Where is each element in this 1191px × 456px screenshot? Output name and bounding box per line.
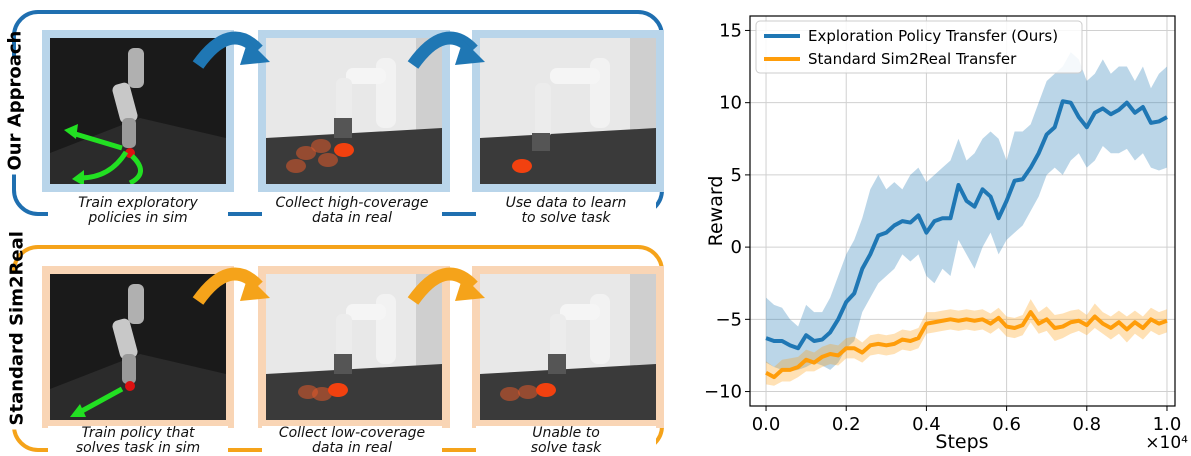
caption-line: Train policy that <box>81 425 195 441</box>
line-sim2real <box>765 310 1168 380</box>
caption-bottom-3: Unable to solve task <box>476 426 656 456</box>
panel-real-high-coverage <box>258 30 450 192</box>
band-ours <box>766 52 1167 372</box>
legend-box <box>755 20 1083 74</box>
caption-bottom-2: Collect low-coverage data in real <box>262 426 442 456</box>
arrow-bottom-2 <box>407 267 485 305</box>
caption-bottom-1: Train policy that solves task in sim <box>48 426 228 456</box>
y-tick-label: 0 <box>731 237 742 258</box>
y-tick-label: −10 <box>704 382 742 403</box>
x-multiplier-label: ×10⁴ <box>1145 433 1188 453</box>
legend-label-sim2real: Standard Sim2Real Transfer <box>808 50 1017 68</box>
x-axis-label: Steps <box>935 431 988 453</box>
caption-line: Collect high-coverage <box>275 195 429 211</box>
confidence-bands <box>766 52 1167 386</box>
line-ours <box>765 99 1168 351</box>
caption-top-1: Train exploratory policies in sim <box>48 196 228 226</box>
caption-line: data in real <box>311 440 393 456</box>
arrow-top-2 <box>407 31 485 69</box>
reward-chart: 0.0 0.2 0.4 0.6 0.8 1.0 −10 −5 0 5 10 15 Steps Rew… <box>704 15 1188 453</box>
caption-top-3: Use data to learn to solve task <box>476 196 656 226</box>
caption-line: Collect low-coverage <box>278 425 426 441</box>
caption-top-2: Collect high-coverage data in real <box>262 196 442 226</box>
caption-line: Unable to <box>532 425 600 441</box>
caption-line: solves task in sim <box>75 440 201 456</box>
y-tick-label: 5 <box>731 165 742 186</box>
caption-line: policies in sim <box>88 210 188 226</box>
x-tick-label: 0.4 <box>912 414 941 435</box>
x-tick-label: 0.0 <box>752 414 781 435</box>
band-sim2real <box>766 299 1167 386</box>
y-axis-label: Reward <box>705 176 727 247</box>
legend: Exploration Policy Transfer (Ours) Stand… <box>755 20 1083 74</box>
series-lines <box>765 99 1168 380</box>
y-tick-labels: −10 −5 0 5 10 15 <box>704 20 750 403</box>
caption-line: Use data to learn <box>505 195 627 211</box>
row-title-standard-sim2real: Standard Sim2Real <box>4 231 30 430</box>
x-tick-label: 0.8 <box>1072 414 1101 435</box>
arrow-bottom-1 <box>192 267 270 305</box>
caption-line: solve task <box>530 440 602 456</box>
caption-line: Train exploratory <box>78 195 198 211</box>
plot-frame <box>749 15 1176 407</box>
legend-label-ours: Exploration Policy Transfer (Ours) <box>808 27 1058 45</box>
y-tick-label: 15 <box>719 20 742 41</box>
caption-line: data in real <box>311 210 393 226</box>
x-tick-labels: 0.0 0.2 0.4 0.6 0.8 1.0 <box>752 406 1182 435</box>
y-tick-label: 10 <box>719 93 742 114</box>
y-tick-label: −5 <box>715 309 742 330</box>
panel-real-fail <box>472 266 664 428</box>
caption-line: to solve task <box>521 210 611 226</box>
row-title-our-approach: Our Approach <box>2 31 28 175</box>
x-tick-label: 1.0 <box>1153 414 1182 435</box>
arrow-top-1 <box>192 31 270 69</box>
panel-real-solve-task <box>472 30 664 192</box>
x-tick-label: 0.2 <box>832 414 861 435</box>
x-tick-label: 0.6 <box>992 414 1021 435</box>
